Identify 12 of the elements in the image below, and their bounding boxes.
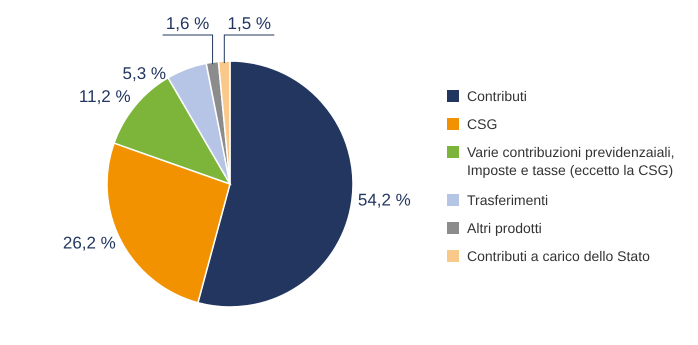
data-label: 5,3 % (122, 64, 166, 83)
legend-label: Varie contribuzioni previdenzaiali, Imposte e tasse (eccetto la CSG) (467, 144, 675, 178)
data-label: 54,2 % (358, 190, 411, 210)
legend-label: Trasferimenti (467, 192, 548, 208)
legend-label: Contributi (467, 88, 527, 104)
data-label: 11,2 % (78, 86, 131, 106)
legend-label: Contributi a carico dello Stato (467, 248, 650, 264)
data-label: 1,6 % (166, 14, 210, 33)
data-label: 26,2 % (62, 233, 116, 252)
legend-label: Altri prodotti (467, 220, 542, 236)
legend-label: CSG (467, 116, 498, 132)
data-label: 1,5 % (228, 14, 272, 33)
